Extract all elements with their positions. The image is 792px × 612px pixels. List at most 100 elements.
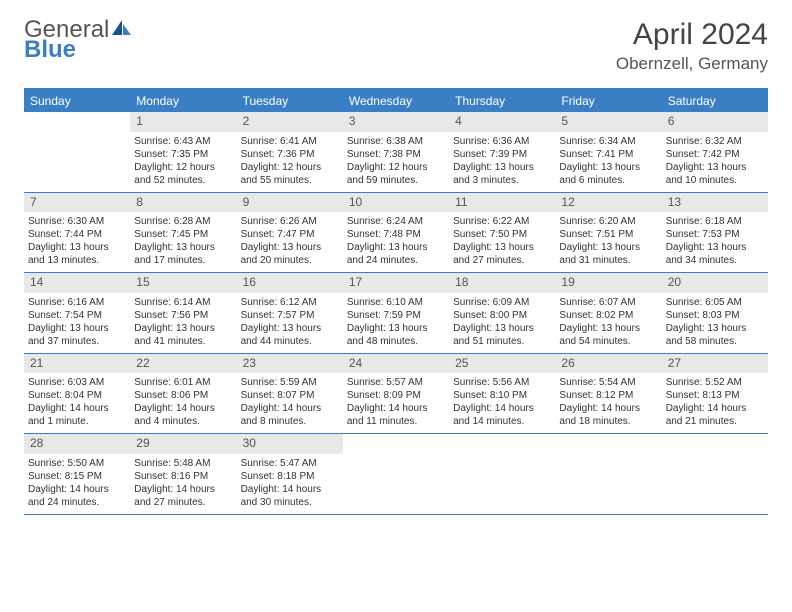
- sunset-line: Sunset: 7:45 PM: [134, 228, 232, 241]
- day-cell: 19Sunrise: 6:07 AMSunset: 8:02 PMDayligh…: [555, 273, 661, 353]
- day-details: Sunrise: 5:59 AMSunset: 8:07 PMDaylight:…: [237, 373, 343, 433]
- week-row: 21Sunrise: 6:03 AMSunset: 8:04 PMDayligh…: [24, 354, 768, 435]
- day-number: 24: [343, 354, 449, 374]
- day-number: 7: [24, 193, 130, 213]
- sunrise-line: Sunrise: 6:07 AM: [559, 296, 657, 309]
- day-details: Sunrise: 5:50 AMSunset: 8:15 PMDaylight:…: [24, 454, 130, 514]
- day-number: 3: [343, 112, 449, 132]
- daylight-line: Daylight: 13 hours and 10 minutes.: [666, 161, 764, 187]
- sunrise-line: Sunrise: 6:26 AM: [241, 215, 339, 228]
- location: Obernzell, Germany: [616, 54, 768, 74]
- day-header-saturday: Saturday: [662, 90, 768, 112]
- sunset-line: Sunset: 7:47 PM: [241, 228, 339, 241]
- day-number: 16: [237, 273, 343, 293]
- sunrise-line: Sunrise: 6:28 AM: [134, 215, 232, 228]
- sunrise-line: Sunrise: 6:18 AM: [666, 215, 764, 228]
- sunrise-line: Sunrise: 6:09 AM: [453, 296, 551, 309]
- sunrise-line: Sunrise: 6:38 AM: [347, 135, 445, 148]
- day-number: 6: [662, 112, 768, 132]
- sunrise-line: Sunrise: 5:59 AM: [241, 376, 339, 389]
- day-cell: 15Sunrise: 6:14 AMSunset: 7:56 PMDayligh…: [130, 273, 236, 353]
- day-number: 28: [24, 434, 130, 454]
- sunrise-line: Sunrise: 5:48 AM: [134, 457, 232, 470]
- day-details: Sunrise: 6:28 AMSunset: 7:45 PMDaylight:…: [130, 212, 236, 272]
- day-cell: 30Sunrise: 5:47 AMSunset: 8:18 PMDayligh…: [237, 434, 343, 514]
- day-cell: 11Sunrise: 6:22 AMSunset: 7:50 PMDayligh…: [449, 193, 555, 273]
- sunset-line: Sunset: 8:09 PM: [347, 389, 445, 402]
- weeks-container: 1Sunrise: 6:43 AMSunset: 7:35 PMDaylight…: [24, 112, 768, 515]
- day-header-row: SundayMondayTuesdayWednesdayThursdayFrid…: [24, 90, 768, 112]
- day-number: 15: [130, 273, 236, 293]
- day-details: Sunrise: 5:52 AMSunset: 8:13 PMDaylight:…: [662, 373, 768, 433]
- day-details: Sunrise: 6:26 AMSunset: 7:47 PMDaylight:…: [237, 212, 343, 272]
- day-details: Sunrise: 6:38 AMSunset: 7:38 PMDaylight:…: [343, 132, 449, 192]
- day-details: Sunrise: 6:30 AMSunset: 7:44 PMDaylight:…: [24, 212, 130, 272]
- daylight-line: Daylight: 14 hours and 14 minutes.: [453, 402, 551, 428]
- daylight-line: Daylight: 14 hours and 8 minutes.: [241, 402, 339, 428]
- daylight-line: Daylight: 14 hours and 27 minutes.: [134, 483, 232, 509]
- sunset-line: Sunset: 7:57 PM: [241, 309, 339, 322]
- sunset-line: Sunset: 8:00 PM: [453, 309, 551, 322]
- sunrise-line: Sunrise: 5:47 AM: [241, 457, 339, 470]
- day-cell: 23Sunrise: 5:59 AMSunset: 8:07 PMDayligh…: [237, 354, 343, 434]
- daylight-line: Daylight: 13 hours and 17 minutes.: [134, 241, 232, 267]
- sunrise-line: Sunrise: 6:03 AM: [28, 376, 126, 389]
- day-cell: 24Sunrise: 5:57 AMSunset: 8:09 PMDayligh…: [343, 354, 449, 434]
- sunrise-line: Sunrise: 5:52 AM: [666, 376, 764, 389]
- daylight-line: Daylight: 14 hours and 21 minutes.: [666, 402, 764, 428]
- logo-text-2: Blue: [24, 38, 133, 62]
- day-cell: 2Sunrise: 6:41 AMSunset: 7:36 PMDaylight…: [237, 112, 343, 192]
- sunset-line: Sunset: 7:51 PM: [559, 228, 657, 241]
- sunset-line: Sunset: 7:54 PM: [28, 309, 126, 322]
- day-number: 11: [449, 193, 555, 213]
- sunset-line: Sunset: 8:07 PM: [241, 389, 339, 402]
- day-header-tuesday: Tuesday: [237, 90, 343, 112]
- day-cell: 10Sunrise: 6:24 AMSunset: 7:48 PMDayligh…: [343, 193, 449, 273]
- day-number: 20: [662, 273, 768, 293]
- sunrise-line: Sunrise: 6:05 AM: [666, 296, 764, 309]
- sunrise-line: Sunrise: 6:24 AM: [347, 215, 445, 228]
- month-title: April 2024: [616, 18, 768, 52]
- sunset-line: Sunset: 7:50 PM: [453, 228, 551, 241]
- daylight-line: Daylight: 13 hours and 37 minutes.: [28, 322, 126, 348]
- daylight-line: Daylight: 13 hours and 31 minutes.: [559, 241, 657, 267]
- daylight-line: Daylight: 13 hours and 24 minutes.: [347, 241, 445, 267]
- sunrise-line: Sunrise: 6:22 AM: [453, 215, 551, 228]
- day-number: 25: [449, 354, 555, 374]
- sunrise-line: Sunrise: 6:20 AM: [559, 215, 657, 228]
- daylight-line: Daylight: 14 hours and 30 minutes.: [241, 483, 339, 509]
- day-number: 12: [555, 193, 661, 213]
- day-number: 9: [237, 193, 343, 213]
- sunset-line: Sunset: 7:36 PM: [241, 148, 339, 161]
- daylight-line: Daylight: 13 hours and 54 minutes.: [559, 322, 657, 348]
- day-header-wednesday: Wednesday: [343, 90, 449, 112]
- day-details: Sunrise: 6:34 AMSunset: 7:41 PMDaylight:…: [555, 132, 661, 192]
- day-details: Sunrise: 6:32 AMSunset: 7:42 PMDaylight:…: [662, 132, 768, 192]
- empty-cell: [24, 112, 130, 192]
- day-number: 26: [555, 354, 661, 374]
- title-block: April 2024 Obernzell, Germany: [616, 18, 768, 74]
- sunrise-line: Sunrise: 6:10 AM: [347, 296, 445, 309]
- sunrise-line: Sunrise: 6:30 AM: [28, 215, 126, 228]
- day-details: Sunrise: 5:56 AMSunset: 8:10 PMDaylight:…: [449, 373, 555, 433]
- day-cell: 14Sunrise: 6:16 AMSunset: 7:54 PMDayligh…: [24, 273, 130, 353]
- day-cell: 29Sunrise: 5:48 AMSunset: 8:16 PMDayligh…: [130, 434, 236, 514]
- sunset-line: Sunset: 7:39 PM: [453, 148, 551, 161]
- sunrise-line: Sunrise: 6:41 AM: [241, 135, 339, 148]
- week-row: 14Sunrise: 6:16 AMSunset: 7:54 PMDayligh…: [24, 273, 768, 354]
- day-details: Sunrise: 5:48 AMSunset: 8:16 PMDaylight:…: [130, 454, 236, 514]
- day-cell: 7Sunrise: 6:30 AMSunset: 7:44 PMDaylight…: [24, 193, 130, 273]
- empty-cell: [555, 434, 661, 514]
- day-details: Sunrise: 6:24 AMSunset: 7:48 PMDaylight:…: [343, 212, 449, 272]
- day-details: Sunrise: 6:01 AMSunset: 8:06 PMDaylight:…: [130, 373, 236, 433]
- sunset-line: Sunset: 8:04 PM: [28, 389, 126, 402]
- day-details: Sunrise: 6:20 AMSunset: 7:51 PMDaylight:…: [555, 212, 661, 272]
- day-header-sunday: Sunday: [24, 90, 130, 112]
- day-number: 14: [24, 273, 130, 293]
- day-cell: 12Sunrise: 6:20 AMSunset: 7:51 PMDayligh…: [555, 193, 661, 273]
- calendar: SundayMondayTuesdayWednesdayThursdayFrid…: [24, 88, 768, 515]
- sunset-line: Sunset: 7:35 PM: [134, 148, 232, 161]
- sunrise-line: Sunrise: 6:32 AM: [666, 135, 764, 148]
- day-details: Sunrise: 5:57 AMSunset: 8:09 PMDaylight:…: [343, 373, 449, 433]
- day-header-friday: Friday: [555, 90, 661, 112]
